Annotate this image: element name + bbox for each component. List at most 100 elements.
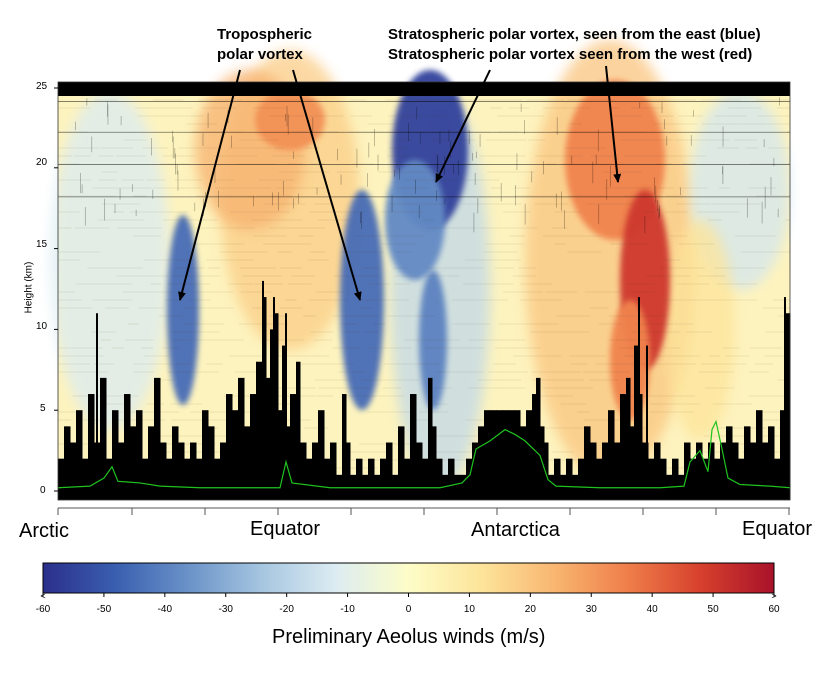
terrain-bar [514, 410, 521, 500]
terrain-bar [220, 442, 227, 500]
terrain-bar [566, 458, 573, 500]
y-tick-label: 15 [36, 239, 48, 250]
terrain-bar [436, 458, 443, 500]
terrain-bar [266, 377, 271, 500]
terrain-bar [508, 410, 515, 500]
terrain-bar [148, 426, 155, 500]
terrain-bar [654, 442, 661, 500]
wind-blob [419, 270, 447, 410]
terrain-spike [273, 297, 275, 500]
colorbar-min-arrow: < [40, 591, 45, 601]
terrain-bar [330, 442, 337, 500]
region-label-equator: Equator [250, 518, 321, 540]
terrain-bar [448, 458, 455, 500]
no-data-mask [58, 280, 791, 500]
terrain-bar [274, 313, 279, 500]
terrain-bar [630, 426, 635, 500]
terrain-bar [744, 426, 751, 500]
terrain-bar [166, 458, 173, 500]
terrain-bar [496, 410, 503, 500]
colorbar [42, 562, 775, 594]
terrain-bar [256, 361, 263, 500]
colorbar-tick-label: 10 [463, 604, 475, 615]
terrain-bar [190, 442, 197, 500]
colorbar-tick-label: 20 [524, 604, 536, 615]
terrain-bar [386, 442, 393, 500]
terrain-bar [410, 394, 417, 500]
terrain-bar [660, 458, 667, 500]
terrain-bar [64, 426, 71, 500]
terrain-bar [608, 410, 615, 500]
terrain-bar [238, 377, 245, 500]
terrain-bar [160, 442, 167, 500]
y-tick-label: 0 [40, 485, 46, 496]
terrain-bar [262, 297, 267, 500]
terrain-bar [484, 410, 491, 500]
terrain-bar [306, 458, 313, 500]
y-tick-label: 25 [36, 81, 48, 92]
terrain-bar [244, 426, 251, 500]
terrain-bar [250, 394, 257, 500]
terrain-bar [112, 410, 119, 500]
wind-blob [255, 90, 325, 150]
terrain-bar [142, 458, 149, 500]
arrow-strat-east [435, 69, 491, 183]
terrain-bar [544, 442, 549, 500]
terrain-bar [118, 442, 125, 500]
terrain-bar [270, 329, 275, 500]
terrain-bar [184, 458, 191, 500]
terrain-bar [596, 458, 603, 500]
arrow-tropo-right [292, 69, 362, 301]
terrain-bar [178, 442, 185, 500]
terrain-bar [226, 394, 233, 500]
wind-blob [167, 215, 199, 405]
terrain-bar [638, 394, 643, 500]
terrain-bar [398, 426, 405, 500]
terrain-bar [454, 474, 461, 500]
annotation-line: polar vortex [217, 46, 303, 63]
terrain-bar [202, 410, 209, 500]
terrain-bar [208, 426, 215, 500]
terrain-bar [696, 442, 703, 500]
terrain-bar [356, 458, 363, 500]
terrain-bar [416, 442, 423, 500]
terrain-bar [678, 474, 685, 500]
terrain-bar [720, 442, 727, 500]
terrain-bar [626, 377, 631, 500]
wind-blob [50, 90, 170, 430]
colorbar-tick-label: -30 [218, 604, 233, 615]
terrain-bar [732, 442, 739, 500]
colorbar-title: Preliminary Aeolus winds (m/s) [272, 626, 546, 648]
terrain-bar [708, 442, 715, 500]
terrain-bar [318, 410, 325, 500]
terrain-bar [584, 426, 591, 500]
terrain-bar [342, 394, 347, 500]
terrain-bar [154, 377, 161, 500]
annotation-tropospheric-vortex: Tropospheric polar vortex [217, 25, 312, 65]
terrain-bar [738, 458, 745, 500]
terrain-bar [432, 426, 437, 500]
colorbar-tick-label: 0 [405, 604, 412, 615]
colorbar-ticks [42, 593, 775, 597]
annotation-strat-west: Stratospheric polar vortex seen from the… [388, 46, 753, 63]
terrain-bar [750, 442, 757, 500]
top-no-data-band [58, 82, 790, 96]
terrain-spike [96, 313, 98, 500]
region-label-equator-2: Equator [742, 518, 813, 540]
terrain-bar [70, 442, 77, 500]
y-tick-label: 10 [36, 321, 48, 332]
terrain-bar [196, 458, 203, 500]
terrain-bar [232, 410, 239, 500]
colorbar-tick-label: -20 [279, 604, 294, 615]
terrain-bar [106, 458, 113, 500]
terrain-bar [460, 474, 467, 500]
terrain-bar [124, 394, 131, 500]
terrain-bar [620, 394, 627, 500]
terrain-bar [590, 442, 597, 500]
terrain-bar [634, 345, 639, 500]
terrain-bar [380, 458, 387, 500]
terrain-bar [82, 458, 89, 500]
terrain-bar [404, 458, 411, 500]
terrain-bar [368, 458, 375, 500]
